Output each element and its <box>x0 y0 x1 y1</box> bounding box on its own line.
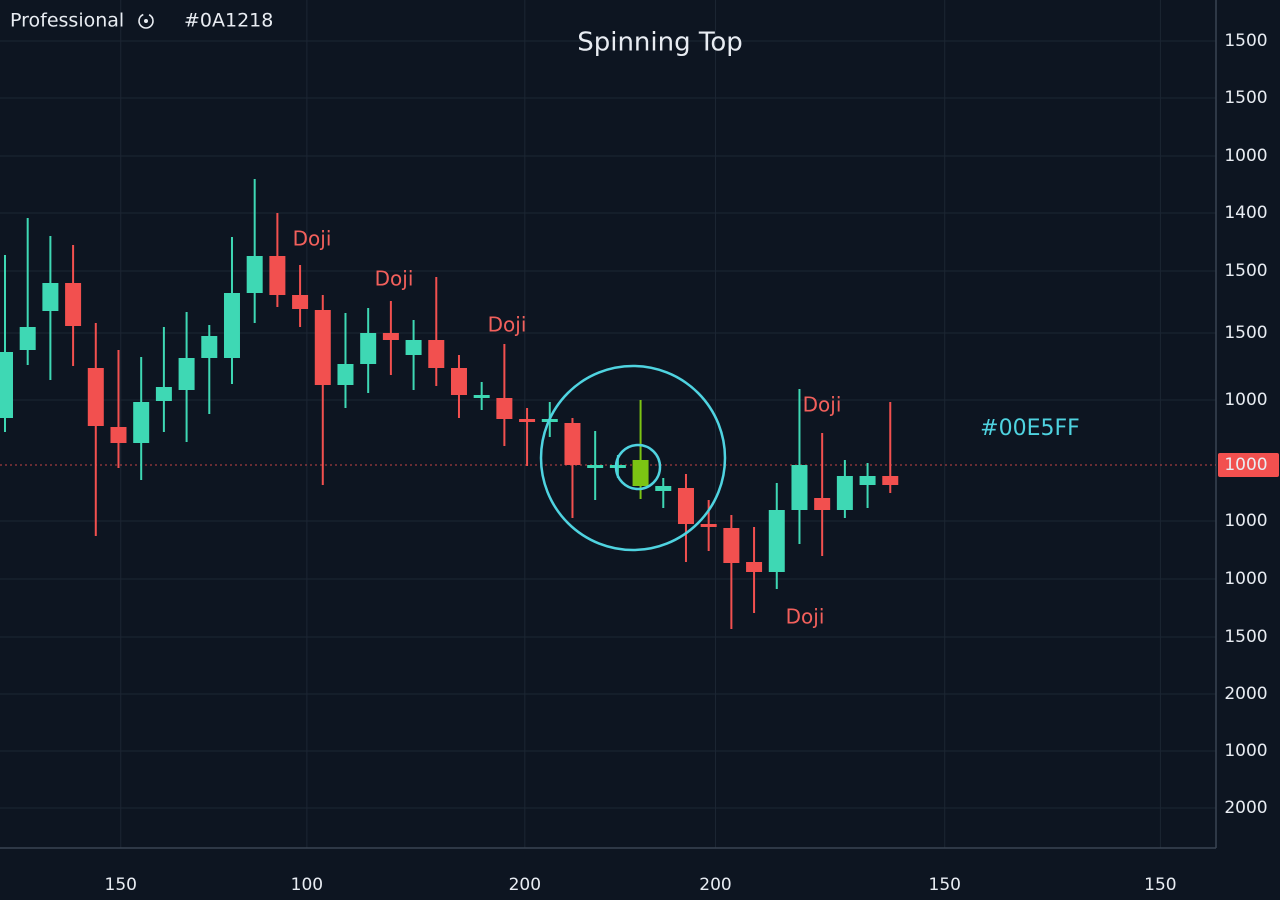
candle-body <box>133 402 150 443</box>
annotation: Doji <box>488 313 527 337</box>
candle-body <box>269 256 286 295</box>
candle-body <box>814 498 831 510</box>
y-tick-label: 1500 <box>1224 31 1267 51</box>
grid <box>0 0 1216 848</box>
candle-body <box>768 510 785 572</box>
candle-body <box>65 283 82 326</box>
candle-body <box>19 327 36 350</box>
candle-body <box>246 256 263 293</box>
candle-body <box>700 524 717 527</box>
highlight-ring <box>539 364 727 552</box>
y-tick-label: 1000 <box>1224 390 1267 410</box>
candle-body <box>450 368 467 395</box>
candle-body <box>564 423 581 465</box>
x-tick-label: 100 <box>291 875 323 895</box>
candle-body <box>882 476 899 485</box>
y-tick-label: 1000 <box>1224 146 1267 166</box>
y-tick-label: 1000 <box>1224 741 1267 761</box>
candle-body <box>360 333 377 364</box>
candle-body <box>473 395 490 398</box>
candle-body <box>405 340 422 355</box>
chart-title: Spinning Top <box>577 28 743 58</box>
y-tick-label: 1500 <box>1224 323 1267 343</box>
candle-body <box>337 364 354 385</box>
candle-body <box>632 460 649 486</box>
annotation: Doji <box>786 605 825 629</box>
candle-body <box>223 293 240 358</box>
candle-body <box>0 352 13 418</box>
note: #00E5FF <box>980 416 1080 441</box>
y-tick-label: 1400 <box>1224 203 1267 223</box>
candle-body <box>836 476 853 510</box>
candle-body <box>428 340 445 368</box>
refresh-icon <box>138 13 154 29</box>
candle-body <box>609 465 626 468</box>
candle-body <box>155 387 172 401</box>
x-tick-label: 200 <box>699 875 731 895</box>
y-tick-label: 1500 <box>1224 88 1267 108</box>
x-tick-label: 150 <box>105 875 137 895</box>
price-tag <box>1218 453 1279 477</box>
candle-body <box>314 310 331 385</box>
toolbar-label: Professional <box>10 10 124 32</box>
candle-body <box>723 528 740 563</box>
candle-body <box>201 336 218 358</box>
annotation: Doji <box>803 393 842 417</box>
y-tick-label: 1500 <box>1224 627 1267 647</box>
y-tick-label: 2000 <box>1224 684 1267 704</box>
y-tick-label: 1500 <box>1224 261 1267 281</box>
candle-body <box>110 427 127 443</box>
candle-body <box>496 398 513 419</box>
candle-body <box>382 333 399 340</box>
candle-body <box>178 358 195 390</box>
y-tick-label: 2000 <box>1224 798 1267 818</box>
price-tag-label: 1000 <box>1224 455 1267 475</box>
candle-body <box>292 295 309 309</box>
x-tick-label: 200 <box>509 875 541 895</box>
candle-body <box>746 562 763 572</box>
candle-body <box>677 488 694 524</box>
annotation: Doji <box>375 267 414 291</box>
plot <box>0 179 1216 629</box>
candle-body <box>587 465 604 468</box>
toolbar-code: #0A1218 <box>184 10 273 32</box>
candle-body <box>42 283 59 311</box>
highlight-ring-inner <box>614 443 662 491</box>
x-tick-label: 150 <box>929 875 961 895</box>
candle-body <box>859 476 876 485</box>
annotation: Doji <box>293 227 332 251</box>
candle-body <box>87 368 104 426</box>
candle-body <box>655 486 672 491</box>
candle-body <box>791 465 808 510</box>
candle-body <box>519 419 536 422</box>
y-tick-label: 1000 <box>1224 569 1267 589</box>
x-tick-label: 150 <box>1144 875 1176 895</box>
y-tick-label: 1000 <box>1224 511 1267 531</box>
